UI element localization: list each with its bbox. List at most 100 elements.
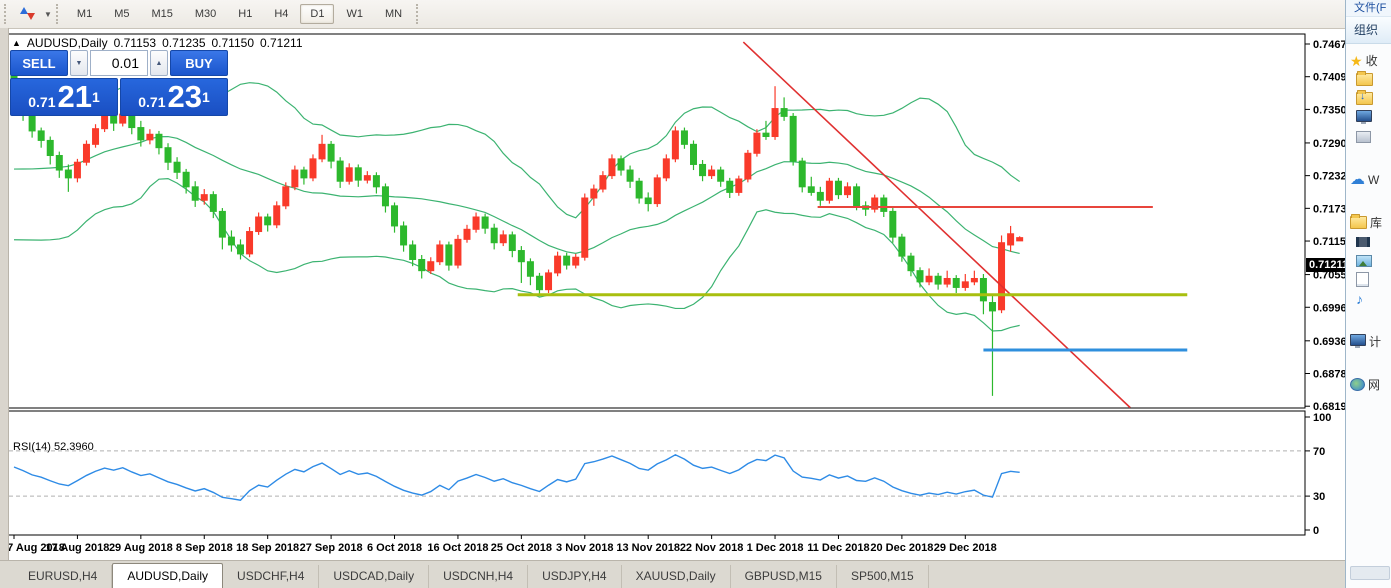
- svg-text:7 Aug 2018: 7 Aug 2018: [7, 542, 65, 554]
- svg-text:13 Nov 2018: 13 Nov 2018: [616, 542, 680, 554]
- svg-text:0.68195: 0.68195: [1313, 401, 1345, 413]
- rsi-line: [13, 453, 1020, 501]
- sell-button[interactable]: SELL: [10, 50, 68, 76]
- timeframe-button-h4[interactable]: H4: [274, 8, 289, 20]
- volume-input[interactable]: 0.01: [90, 50, 148, 76]
- svg-text:0.71150: 0.71150: [1313, 236, 1345, 248]
- svg-text:29 Dec 2018: 29 Dec 2018: [934, 542, 997, 554]
- ohlc-high: 0.71235: [162, 36, 206, 50]
- explorer-item-folder[interactable]: [1356, 71, 1391, 88]
- ohlc-low: 0.71150: [211, 36, 255, 50]
- explorer-item-label: W: [1368, 172, 1380, 187]
- symbol-period-label: AUDUSD,Daily: [26, 36, 108, 50]
- explorer-scrollbar[interactable]: [1350, 566, 1390, 580]
- picture-icon: [1356, 254, 1372, 267]
- price-chart[interactable]: 0.746750.740900.735050.729050.723200.717…: [0, 28, 1345, 560]
- svg-text:29 Aug 2018: 29 Aug 2018: [109, 542, 173, 554]
- explorer-item-music[interactable]: ♪: [1356, 290, 1391, 307]
- explorer-nav-pane: ★收 ☁W 库 ♪ 计网: [1346, 44, 1391, 393]
- sell-price-prefix: 0.71: [28, 94, 56, 110]
- chart-tab-xauusd-daily[interactable]: XAUUSD,Daily: [622, 565, 731, 588]
- sell-price-pane[interactable]: 0.71 21 1: [10, 78, 118, 116]
- up-arrow-icon: [20, 7, 28, 14]
- chart-tab-sp500-m15[interactable]: SP500,M15: [837, 565, 929, 588]
- folder-icon: [1356, 71, 1373, 86]
- timeframe-button-m1[interactable]: M1: [76, 8, 93, 20]
- svg-text:0.73505: 0.73505: [1313, 104, 1345, 116]
- cloud-icon: ☁: [1350, 170, 1365, 188]
- svg-text:22 Nov 2018: 22 Nov 2018: [680, 542, 744, 554]
- candlesticks: [10, 64, 1024, 396]
- folder-icon: [1350, 214, 1367, 229]
- toolbar-grip[interactable]: [4, 4, 11, 24]
- one-click-trading-panel: SELL ▼ 0.01 ▲ BUY 0.71 21 1 0.71 23 1: [10, 50, 228, 116]
- descending-trendline[interactable]: [742, 41, 1131, 409]
- explorer-item-star[interactable]: ★ 收: [1350, 52, 1391, 69]
- svg-text:0.71735: 0.71735: [1313, 203, 1345, 215]
- star-icon: ★: [1350, 52, 1363, 69]
- explorer-item-recent[interactable]: [1356, 128, 1391, 145]
- explorer-item-film[interactable]: [1356, 233, 1391, 250]
- chart-tab-usdcnh-h4[interactable]: USDCNH,H4: [429, 565, 529, 588]
- volume-decrease-button[interactable]: ▼: [70, 50, 88, 76]
- monitor-icon: [1356, 110, 1372, 124]
- timeframe-button-mn[interactable]: MN: [384, 8, 403, 20]
- svg-text:0.69365: 0.69365: [1313, 336, 1345, 348]
- svg-text:8 Sep 2018: 8 Sep 2018: [176, 542, 233, 554]
- current-price-tag: 0.71211: [1306, 258, 1355, 272]
- timeframe-button-w1[interactable]: W1: [346, 8, 363, 20]
- explorer-item-label: 收: [1365, 54, 1378, 68]
- explorer-item-label: 计: [1369, 335, 1382, 349]
- svg-text:11 Dec 2018: 11 Dec 2018: [807, 542, 869, 554]
- buy-price-pane[interactable]: 0.71 23 1: [120, 78, 228, 116]
- chart-tab-usdjpy-h4[interactable]: USDJPY,H4: [528, 565, 622, 588]
- volume-increase-button[interactable]: ▲: [150, 50, 168, 76]
- explorer-item-monitor[interactable]: [1356, 109, 1391, 126]
- svg-text:25 Oct 2018: 25 Oct 2018: [491, 542, 552, 554]
- toolbar-separator: [55, 4, 63, 24]
- explorer-item-picture[interactable]: [1356, 252, 1391, 269]
- explorer-organize-button[interactable]: 组织: [1346, 17, 1391, 44]
- svg-text:0.69965: 0.69965: [1313, 302, 1345, 314]
- buy-price-pip: 1: [201, 89, 210, 105]
- explorer-file-menu[interactable]: 文件(F: [1346, 0, 1391, 17]
- explorer-item-cloud[interactable]: ☁ W: [1350, 171, 1391, 188]
- music-icon: ♪: [1356, 290, 1363, 307]
- explorer-item-folder-download[interactable]: [1356, 90, 1391, 107]
- order-arrows-icon[interactable]: [15, 3, 43, 25]
- svg-text:27 Sep 2018: 27 Sep 2018: [300, 542, 363, 554]
- ohlc-open: 0.71153: [113, 36, 157, 50]
- timeframe-button-m15[interactable]: M15: [151, 8, 173, 20]
- chevron-down-icon[interactable]: ▼: [44, 9, 52, 19]
- svg-text:30: 30: [1313, 491, 1325, 503]
- explorer-item-label: 库: [1370, 216, 1383, 230]
- timeframe-button-d1[interactable]: D1: [300, 4, 335, 24]
- explorer-item-computer[interactable]: 计: [1350, 333, 1391, 350]
- chart-tab-eurusd-h4[interactable]: EURUSD,H4: [14, 565, 113, 588]
- chart-tab-usdcad-daily[interactable]: USDCAD,Daily: [319, 565, 430, 588]
- chart-tab-audusd-daily[interactable]: AUDUSD,Daily: [112, 563, 224, 588]
- svg-text:70: 70: [1313, 446, 1325, 458]
- chart-tab-bar: EURUSD,H4 AUDUSD,Daily USDCHF,H4 USDCAD,Dai…: [0, 560, 1345, 588]
- computer-icon: [1350, 334, 1366, 348]
- timeframe-button-m5[interactable]: M5: [114, 8, 130, 20]
- svg-text:17 Aug 2018: 17 Aug 2018: [46, 542, 110, 554]
- chart-tab-gbpusd-m15[interactable]: GBPUSD,M15: [731, 565, 837, 588]
- window-left-border: [0, 28, 9, 588]
- collapse-panel-icon[interactable]: ▲: [12, 38, 21, 48]
- explorer-item-network[interactable]: 网: [1350, 376, 1391, 393]
- explorer-item-folder[interactable]: 库: [1350, 214, 1391, 231]
- explorer-item-document[interactable]: [1356, 271, 1391, 288]
- timeframe-button-h1[interactable]: H1: [238, 8, 253, 20]
- rsi-pane: 100 70 30 0: [9, 412, 1331, 537]
- sell-price-pip: 1: [91, 89, 100, 105]
- chart-tab-usdchf-h4[interactable]: USDCHF,H4: [223, 565, 320, 588]
- timeframe-button-m30[interactable]: M30: [194, 8, 217, 20]
- buy-button[interactable]: BUY: [170, 50, 228, 76]
- explorer-item-label: 网: [1368, 378, 1381, 392]
- document-icon: [1356, 272, 1369, 287]
- recent-icon: [1356, 130, 1371, 143]
